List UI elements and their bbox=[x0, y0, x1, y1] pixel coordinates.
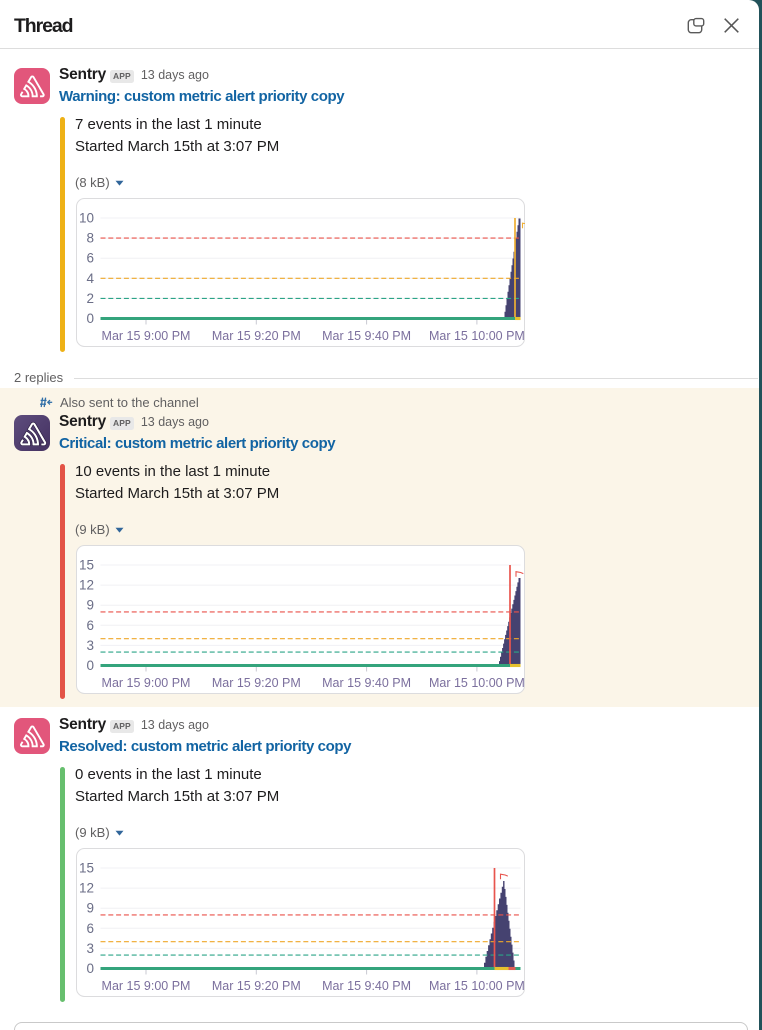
svg-text:8: 8 bbox=[86, 231, 94, 246]
svg-text:6: 6 bbox=[86, 251, 94, 266]
svg-text:Mar 15 9:40 PM: Mar 15 9:40 PM bbox=[322, 329, 411, 343]
svg-text:6: 6 bbox=[86, 921, 94, 936]
svg-text:Mar 15 9:20 PM: Mar 15 9:20 PM bbox=[211, 676, 300, 690]
svg-text:Mar 15 9:00 PM: Mar 15 9:00 PM bbox=[101, 676, 190, 690]
svg-text:15: 15 bbox=[78, 558, 93, 573]
svg-text:0: 0 bbox=[86, 961, 94, 976]
svg-text:Mar 15 9:00 PM: Mar 15 9:00 PM bbox=[101, 329, 190, 343]
svg-text:Mar 15 9:40 PM: Mar 15 9:40 PM bbox=[322, 676, 411, 690]
svg-text:12: 12 bbox=[78, 881, 93, 896]
svg-text:3: 3 bbox=[86, 638, 94, 653]
svg-text:0: 0 bbox=[86, 658, 94, 673]
svg-text:Mar 15 9:40 PM: Mar 15 9:40 PM bbox=[322, 979, 411, 993]
svg-text:0: 0 bbox=[86, 311, 94, 326]
svg-text:3: 3 bbox=[86, 941, 94, 956]
svg-text:Mar 15 10:00 PM: Mar 15 10:00 PM bbox=[428, 676, 524, 690]
svg-text:Mar 15 9:20 PM: Mar 15 9:20 PM bbox=[211, 979, 300, 993]
svg-text:Mar 15 9:00 PM: Mar 15 9:00 PM bbox=[101, 979, 190, 993]
svg-text:15: 15 bbox=[78, 861, 93, 876]
svg-text:6: 6 bbox=[86, 618, 94, 633]
svg-text:2: 2 bbox=[86, 291, 94, 306]
svg-text:4: 4 bbox=[86, 271, 94, 286]
svg-text:Mar 15 10:00 PM: Mar 15 10:00 PM bbox=[428, 979, 524, 993]
svg-text:Mar 15 9:20 PM: Mar 15 9:20 PM bbox=[211, 329, 300, 343]
svg-text:Mar 15 10:00 PM: Mar 15 10:00 PM bbox=[428, 329, 524, 343]
svg-text:10: 10 bbox=[78, 211, 93, 226]
svg-text:9: 9 bbox=[86, 598, 94, 613]
svg-text:9: 9 bbox=[86, 901, 94, 916]
svg-text:12: 12 bbox=[78, 578, 93, 593]
